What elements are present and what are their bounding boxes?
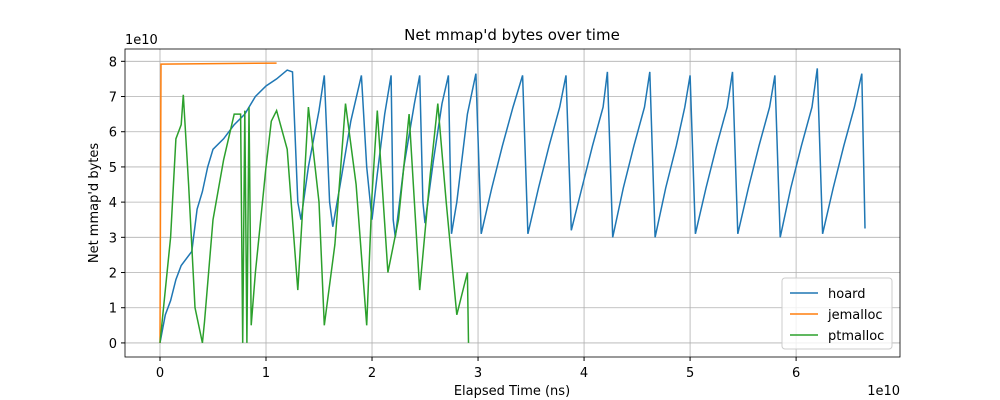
line-series (159, 62, 277, 343)
y-offset-label: 1e10 (125, 33, 158, 48)
x-tick-label: 1 (262, 366, 270, 381)
x-tick-label: 2 (368, 366, 376, 381)
x-tick-label: 6 (792, 366, 800, 381)
line-series (159, 94, 470, 344)
x-tick-label: 3 (474, 366, 482, 381)
plot-frame (124, 48, 901, 358)
y-tick-label: 3 (109, 231, 117, 246)
x-tick-label: 5 (686, 366, 694, 381)
y-axis-label: Net mmap'd bytes (87, 143, 102, 263)
y-tick-label: 5 (109, 161, 117, 176)
chart-title: Net mmap'd bytes over time (404, 26, 620, 44)
legend-label: hoard (828, 287, 866, 302)
y-tick-label: 8 (109, 55, 117, 70)
legend-label: ptmalloc (828, 329, 884, 344)
x-offset-label: 1e10 (867, 384, 900, 399)
legend-label: jemalloc (827, 308, 883, 323)
x-tick-label: 0 (156, 366, 164, 381)
y-tick-label: 4 (109, 196, 117, 211)
legend-box (781, 277, 893, 350)
y-tick-label: 6 (109, 126, 117, 141)
y-tick-label: 0 (109, 337, 117, 352)
y-tick-label: 1 (109, 302, 117, 317)
y-tick-label: 2 (109, 267, 117, 282)
line-series (159, 68, 866, 344)
x-axis-label: Elapsed Time (ns) (454, 384, 570, 399)
x-tick-label: 4 (580, 366, 588, 381)
y-tick-label: 7 (109, 91, 117, 106)
